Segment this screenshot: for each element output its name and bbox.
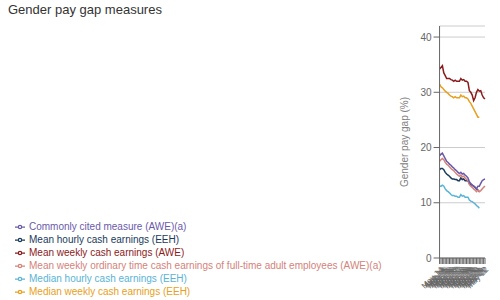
html-text:Mean weekly cash earnings (AWE: Mean weekly cash earnings (AWE) [29,247,185,258]
svg-text:20: 20 [420,142,432,153]
svg-text:Gender pay gap (%): Gender pay gap (%) [399,97,410,187]
html-text:Commonly cited measure (AWE)(a: Commonly cited measure (AWE)(a) [29,221,187,232]
html-text:Gender pay gap measures: Gender pay gap measures [8,2,162,17]
svg-text:Feb-22: Feb-22 [464,265,489,290]
html-text:Mean hourly cash earnings (EEH: Mean hourly cash earnings (EEH) [29,234,180,245]
html-text:Median weekly cash earnings (E: Median weekly cash earnings (EEH) [29,286,191,297]
svg-text:10: 10 [420,197,432,208]
svg-text:May-22: May-22 [465,265,491,291]
svg-text:30: 30 [420,87,432,98]
svg-text:40: 40 [420,32,432,43]
html-text:Median hourly cash earnings (E: Median hourly cash earnings (EEH) [29,273,187,284]
svg-text:0: 0 [426,253,432,264]
html-text:Mean weekly ordinary time cash: Mean weekly ordinary time cash earnings … [29,260,382,271]
